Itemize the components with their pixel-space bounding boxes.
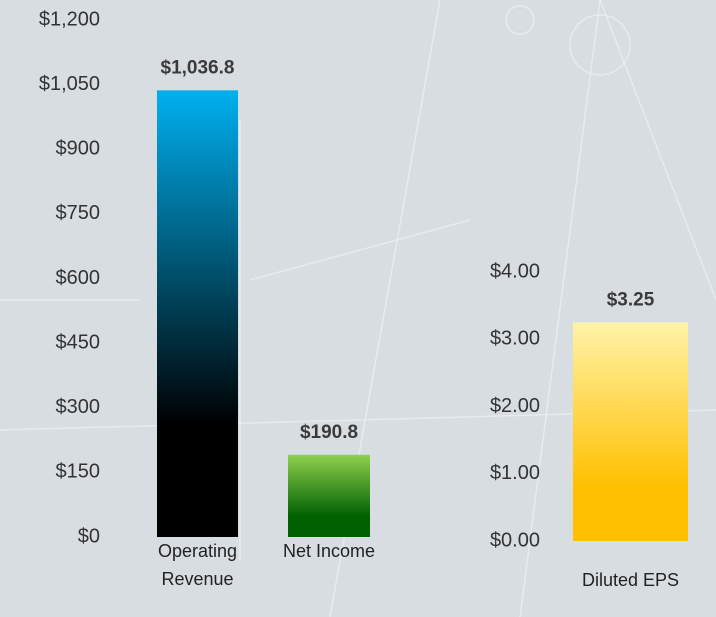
y-tick-label: $600 [56, 267, 101, 289]
bar [157, 90, 238, 537]
x-tick-label: Operating Revenue [157, 541, 238, 589]
y-tick-label: $750 [56, 202, 101, 224]
y-tick-label: $3.00 [490, 328, 540, 350]
x-tick-label: Net Income [282, 541, 376, 561]
y-tick-label: $0.00 [490, 529, 540, 551]
y-tick-label: $450 [56, 331, 101, 353]
y-tick-label: $2.00 [490, 395, 540, 417]
x-tick-label: Diluted EPS [581, 570, 680, 590]
value-label: $1,036.8 [161, 57, 235, 78]
y-tick-label: $4.00 [490, 260, 540, 282]
value-label: $190.8 [300, 422, 358, 443]
y-tick-label: $1,050 [39, 73, 100, 95]
y-tick-label: $300 [56, 396, 101, 418]
bar [573, 322, 688, 541]
y-tick-label: $1.00 [490, 462, 540, 484]
bar [288, 454, 370, 537]
y-tick-label: $1,200 [39, 8, 100, 30]
y-tick-label: $0 [78, 525, 100, 547]
value-label: $3.25 [607, 289, 655, 310]
y-tick-label: $150 [56, 461, 101, 483]
y-tick-label: $900 [56, 138, 101, 160]
